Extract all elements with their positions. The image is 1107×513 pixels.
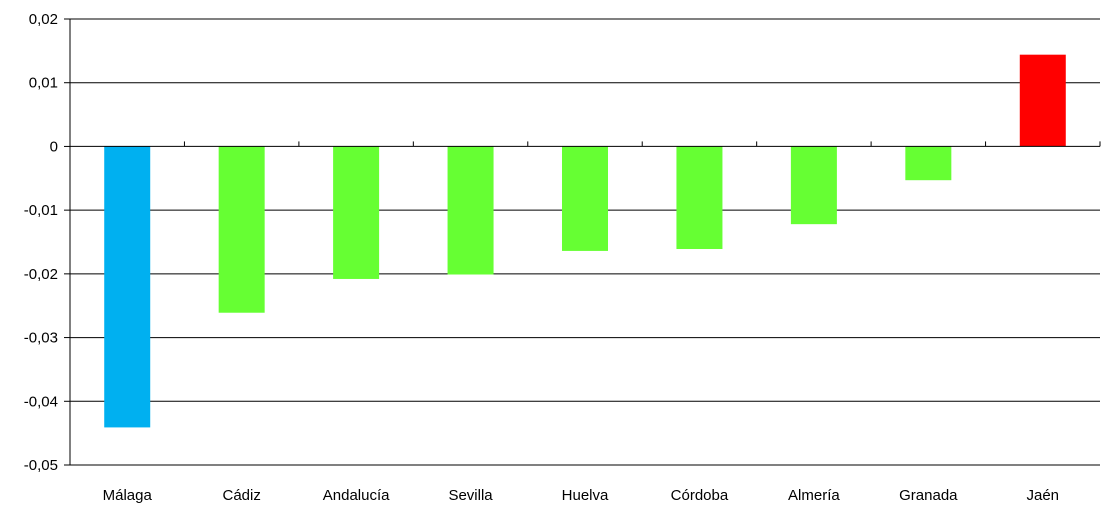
axes xyxy=(64,18,1101,466)
y-tick-label: -0,05 xyxy=(24,457,58,474)
y-tick-label: -0,04 xyxy=(24,393,58,410)
x-tick-label: Andalucía xyxy=(323,487,390,504)
x-tick-labels: Málaga Cádiz Andalucía Sevilla Huelva Córdoba… xyxy=(103,487,1059,504)
x-tick-label: Cádiz xyxy=(222,487,260,504)
x-tick-label: Málaga xyxy=(103,487,153,504)
y-tick-label: -0,02 xyxy=(24,266,58,283)
y-tick-label: 0,01 xyxy=(29,75,58,92)
x-tick-label: Granada xyxy=(899,487,958,504)
y-tick-label: -0,03 xyxy=(24,330,58,347)
bar-córdoba xyxy=(676,146,723,250)
bar-sevilla xyxy=(447,146,494,275)
bars xyxy=(104,54,1066,428)
bar-cádiz xyxy=(218,146,265,313)
bar-málaga xyxy=(104,146,151,428)
bar-andalucía xyxy=(333,146,380,279)
bar-granada xyxy=(905,146,952,181)
x-tick-label: Jaén xyxy=(1027,487,1060,504)
y-tick-label: 0,02 xyxy=(29,11,58,28)
y-tick-label: 0 xyxy=(50,138,58,155)
x-tick-label: Huelva xyxy=(562,487,609,504)
x-tick-label: Sevilla xyxy=(448,487,493,504)
y-tick-label: -0,01 xyxy=(24,202,58,219)
bar-jaén xyxy=(1019,54,1066,147)
bar-almería xyxy=(790,146,837,225)
bar-huelva xyxy=(562,146,608,251)
x-tick-label: Almería xyxy=(788,487,840,504)
x-tick-label: Córdoba xyxy=(671,487,729,504)
y-tick-labels: 0,02 0,01 0 -0,01 -0,02 -0,03 -0,04 -0,05 xyxy=(24,11,58,474)
